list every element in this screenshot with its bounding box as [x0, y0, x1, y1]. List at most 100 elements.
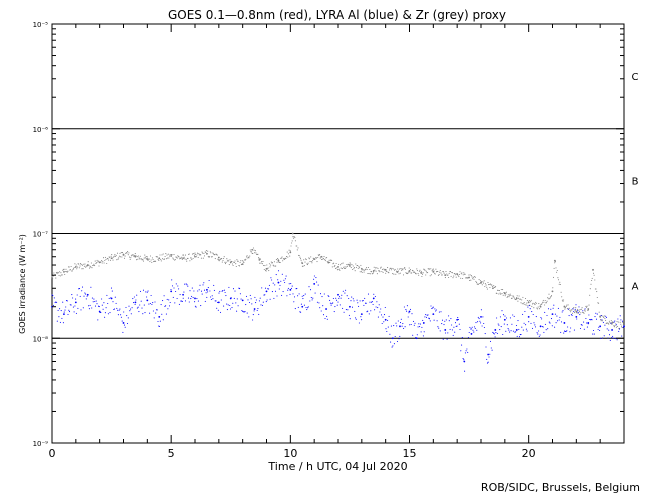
data-point: [562, 300, 564, 302]
data-point: [382, 316, 384, 318]
data-point: [294, 308, 296, 310]
data-point: [587, 309, 589, 311]
data-point: [585, 317, 587, 320]
data-point: [552, 276, 555, 278]
data-point: [596, 291, 598, 293]
data-point: [211, 295, 213, 297]
data-point: [609, 339, 611, 341]
data-point: [448, 276, 450, 279]
data-point: [287, 287, 289, 289]
data-point: [275, 259, 277, 261]
data-point: [517, 297, 520, 299]
data-point: [217, 309, 219, 311]
data-point: [528, 300, 530, 302]
data-point: [529, 308, 531, 310]
data-point: [254, 250, 256, 252]
data-point: [129, 310, 131, 312]
data-point: [420, 331, 422, 333]
data-point: [74, 263, 76, 265]
data-point: [580, 312, 582, 314]
data-point: [451, 324, 453, 326]
data-point: [197, 290, 199, 292]
data-point: [363, 304, 365, 306]
data-point: [502, 333, 504, 336]
data-point: [183, 254, 185, 256]
data-point: [473, 331, 475, 333]
data-point: [187, 257, 189, 259]
data-point: [269, 266, 271, 268]
data-point: [541, 325, 543, 328]
data-point: [439, 330, 441, 332]
data-point: [361, 271, 363, 274]
data-point: [204, 300, 206, 302]
data-point: [396, 271, 398, 273]
data-point: [438, 327, 440, 329]
data-point: [523, 322, 525, 324]
data-point: [263, 264, 265, 267]
data-point: [420, 270, 422, 272]
data-point: [80, 263, 82, 265]
data-point: [557, 279, 560, 281]
data-point: [333, 311, 335, 313]
data-point: [582, 311, 584, 314]
data-point: [599, 318, 602, 321]
data-point: [592, 333, 594, 335]
data-point: [484, 285, 486, 288]
data-point: [157, 320, 159, 323]
data-point: [443, 324, 445, 326]
data-point: [68, 266, 70, 268]
data-point: [69, 269, 71, 271]
data-point: [341, 268, 343, 270]
data-point: [266, 264, 268, 266]
data-point: [225, 261, 227, 263]
data-point: [222, 259, 224, 262]
data-point: [437, 274, 439, 277]
data-point: [207, 250, 209, 252]
data-point: [101, 262, 103, 264]
data-point: [470, 333, 473, 335]
data-point: [576, 310, 579, 312]
data-point: [110, 297, 112, 299]
data-point: [441, 319, 444, 321]
data-point: [542, 326, 544, 328]
data-point: [579, 314, 581, 316]
data-point: [152, 302, 154, 304]
data-point: [458, 276, 460, 278]
data-point: [332, 302, 334, 304]
data-point: [315, 257, 317, 259]
data-point: [350, 267, 352, 269]
data-point: [303, 304, 305, 306]
data-point: [509, 331, 511, 333]
data-point: [614, 320, 616, 322]
data-point: [486, 358, 488, 360]
data-point: [90, 286, 92, 288]
data-point: [177, 285, 179, 287]
data-point: [327, 262, 330, 264]
data-point: [321, 296, 323, 298]
data-point: [490, 347, 492, 349]
data-point: [180, 300, 182, 302]
data-point: [85, 266, 87, 268]
data-point: [212, 253, 214, 255]
data-point: [482, 282, 485, 284]
data-point: [51, 294, 53, 296]
data-point: [59, 271, 61, 273]
data-point: [93, 298, 95, 300]
data-point: [288, 283, 290, 285]
data-point: [90, 262, 92, 264]
data-point: [460, 277, 462, 279]
data-point: [64, 273, 66, 275]
data-point: [538, 330, 540, 332]
data-point: [182, 257, 184, 260]
data-point: [504, 295, 506, 297]
data-point: [210, 252, 212, 254]
data-point: [580, 308, 582, 310]
data-point: [486, 286, 488, 288]
data-point: [484, 283, 486, 285]
data-point: [285, 256, 288, 258]
data-point: [83, 295, 85, 297]
data-point: [106, 294, 108, 296]
data-point: [549, 298, 551, 300]
data-point: [599, 315, 601, 317]
data-point: [144, 312, 146, 314]
